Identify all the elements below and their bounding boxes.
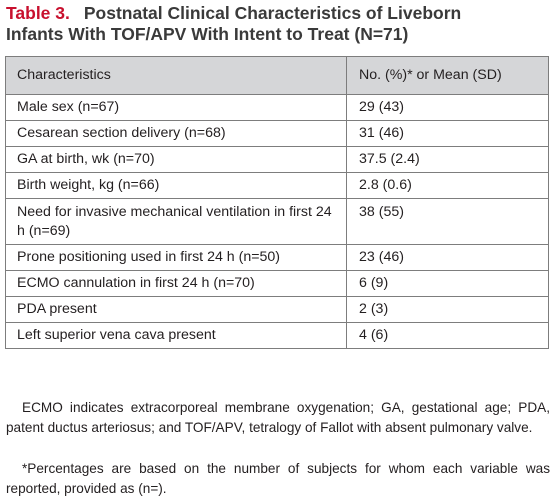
header-value: No. (%)* or Mean (SD) (346, 56, 549, 95)
row-label: Left superior vena cava present (5, 322, 347, 349)
caption-line-2: Infants With TOF/APV With Intent to Trea… (6, 24, 409, 44)
row-value: 23 (46) (346, 244, 549, 271)
table-row: ECMO cannulation in first 24 h (n=70) 6 … (5, 270, 549, 297)
row-label: Prone positioning used in first 24 h (n=… (5, 244, 347, 271)
row-label: PDA present (5, 296, 347, 323)
abbreviations-footnote: ECMO indicates extracorporeal membrane o… (6, 400, 550, 435)
table-row: Left superior vena cava present 4 (6) (5, 322, 549, 349)
table-header-row: Characteristics No. (%)* or Mean (SD) (5, 56, 549, 95)
row-label: ECMO cannulation in first 24 h (n=70) (5, 270, 347, 297)
table-row: Male sex (n=67) 29 (43) (5, 94, 549, 121)
row-value: 6 (9) (346, 270, 549, 297)
row-value: 29 (43) (346, 94, 549, 121)
asterisk-footnote: *Percentages are based on the number of … (6, 461, 550, 496)
row-value: 4 (6) (346, 322, 549, 349)
table-row: Prone positioning used in first 24 h (n=… (5, 244, 549, 271)
row-value: 37.5 (2.4) (346, 146, 549, 173)
table-row: Birth weight, kg (n=66) 2.8 (0.6) (5, 172, 549, 199)
table-row: PDA present 2 (3) (5, 296, 549, 323)
header-characteristics: Characteristics (5, 56, 347, 95)
table-row: GA at birth, wk (n=70) 37.5 (2.4) (5, 146, 549, 173)
table-caption: Table 3. Postnatal Clinical Characteristi… (6, 3, 552, 45)
row-label: Need for invasive mechanical ventilation… (5, 198, 347, 245)
table-row: Cesarean section delivery (n=68) 31 (46) (5, 120, 549, 147)
caption-line-1: Postnatal Clinical Characteristics of Li… (83, 3, 462, 23)
row-label: Cesarean section delivery (n=68) (5, 120, 347, 147)
characteristics-table: Characteristics No. (%)* or Mean (SD) Ma… (5, 56, 549, 349)
table-number: Table 3. (6, 3, 70, 23)
row-value: 2 (3) (346, 296, 549, 323)
row-label: GA at birth, wk (n=70) (5, 146, 347, 173)
row-value: 2.8 (0.6) (346, 172, 549, 199)
table-row: Need for invasive mechanical ventilation… (5, 198, 549, 245)
row-value: 38 (55) (346, 198, 549, 245)
row-label: Male sex (n=67) (5, 94, 347, 121)
row-label: Birth weight, kg (n=66) (5, 172, 347, 199)
row-value: 31 (46) (346, 120, 549, 147)
